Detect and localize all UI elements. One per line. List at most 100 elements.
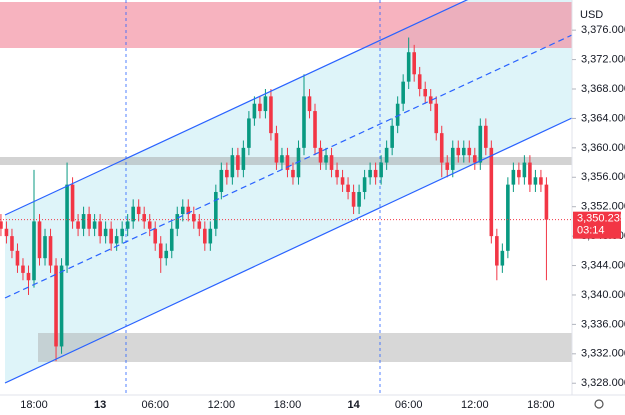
candle-body [484, 125, 488, 148]
candle-body [109, 228, 113, 244]
candle-body [368, 169, 372, 178]
countdown: 03:14 [577, 225, 605, 237]
candle-body [423, 89, 428, 97]
candle-body [37, 221, 42, 259]
candle-body [340, 177, 345, 185]
candle-body [169, 228, 174, 251]
candle-body [142, 214, 146, 222]
candle-body [26, 272, 31, 281]
candle-body [153, 228, 158, 244]
candle-body [147, 221, 152, 229]
candle-body [59, 265, 64, 347]
candle-body [461, 147, 466, 156]
candle-body [302, 96, 306, 148]
candle-body [528, 162, 532, 185]
candle-body [125, 221, 130, 229]
channel-upper [4, 0, 469, 216]
candle-body [445, 162, 450, 170]
y-tick-label: 3,328.000 [581, 377, 625, 389]
candle-body [225, 169, 229, 178]
candle-body [329, 155, 334, 170]
candle-body [395, 103, 400, 126]
candle-body [500, 250, 505, 266]
candle-body [473, 155, 477, 163]
x-tick-label: 12:00 [461, 399, 489, 411]
candle-body [191, 214, 196, 222]
candle-body [164, 250, 169, 259]
candle-body [506, 184, 510, 251]
demand-zone [38, 333, 572, 362]
candle-body [252, 103, 257, 119]
candle-body [390, 125, 394, 148]
y-tick-label: 3,376.000 [581, 24, 625, 36]
candle-body [401, 81, 405, 104]
candle-body [208, 228, 213, 244]
x-tick-label: 18:00 [527, 399, 555, 411]
candle-body [32, 221, 36, 281]
channel-mid [4, 34, 572, 299]
candle-body [230, 155, 235, 178]
candle-body [346, 184, 350, 192]
candle-body [307, 96, 312, 112]
candles [0, 37, 572, 362]
candle-body [439, 133, 444, 163]
candle-body [362, 177, 367, 192]
candle-body [384, 147, 389, 163]
candle-body [324, 155, 328, 163]
candle-body [87, 214, 91, 229]
candle-body [186, 206, 191, 215]
candle-body [263, 96, 268, 112]
candle-body [296, 147, 301, 178]
candle-body [48, 236, 53, 266]
candle-body [269, 96, 273, 134]
candle-body [98, 221, 102, 237]
candle-body [313, 111, 317, 148]
candle-body [175, 214, 180, 229]
candle-body [258, 103, 262, 112]
y-tick-label: 3,340.000 [581, 289, 625, 301]
candle-body [76, 221, 80, 229]
channel-lower [4, 117, 572, 384]
candle-body [544, 184, 549, 220]
x-tick-label: 13 [94, 399, 106, 411]
candle-body [131, 206, 135, 222]
candle-body [43, 236, 47, 259]
candle-body [158, 243, 163, 259]
x-tick-label: 06:00 [395, 399, 423, 411]
currency: USD [580, 9, 603, 21]
candle-body [92, 221, 97, 229]
candle-body [291, 169, 295, 178]
y-tick-label: 3,364.000 [581, 112, 625, 124]
candle-body [120, 228, 124, 237]
candle-body [489, 147, 494, 237]
candle-body [180, 206, 185, 215]
candle-body [478, 125, 483, 163]
candle-body [214, 191, 218, 229]
x-tick-label: 18:00 [20, 399, 48, 411]
x-tick-label: 12:00 [208, 399, 236, 411]
candle-body [379, 162, 383, 178]
candle-body [357, 191, 361, 207]
y-tick-label: 3,332.000 [581, 348, 625, 360]
candle-body [335, 169, 339, 178]
y-tick-label: 3,336.000 [581, 318, 625, 330]
last-price-label: 3,350.235 [577, 213, 625, 225]
candle-body [236, 155, 240, 170]
candle-body [15, 250, 20, 266]
channel-fill [5, 0, 572, 383]
settings-icon[interactable] [594, 399, 604, 409]
candle-body [241, 147, 246, 170]
last-price-marker [573, 211, 621, 239]
candle-body [373, 169, 378, 178]
y-tick-label: 3,360.000 [581, 142, 625, 154]
candle-body [0, 221, 3, 229]
candle-body [219, 169, 224, 192]
y-tick-label: 3,372.000 [581, 53, 625, 65]
candle-body [203, 228, 207, 244]
candle-body [511, 169, 516, 185]
candle-body [4, 228, 9, 237]
x-tick-label: 14 [347, 399, 360, 411]
candle-body [406, 52, 411, 82]
